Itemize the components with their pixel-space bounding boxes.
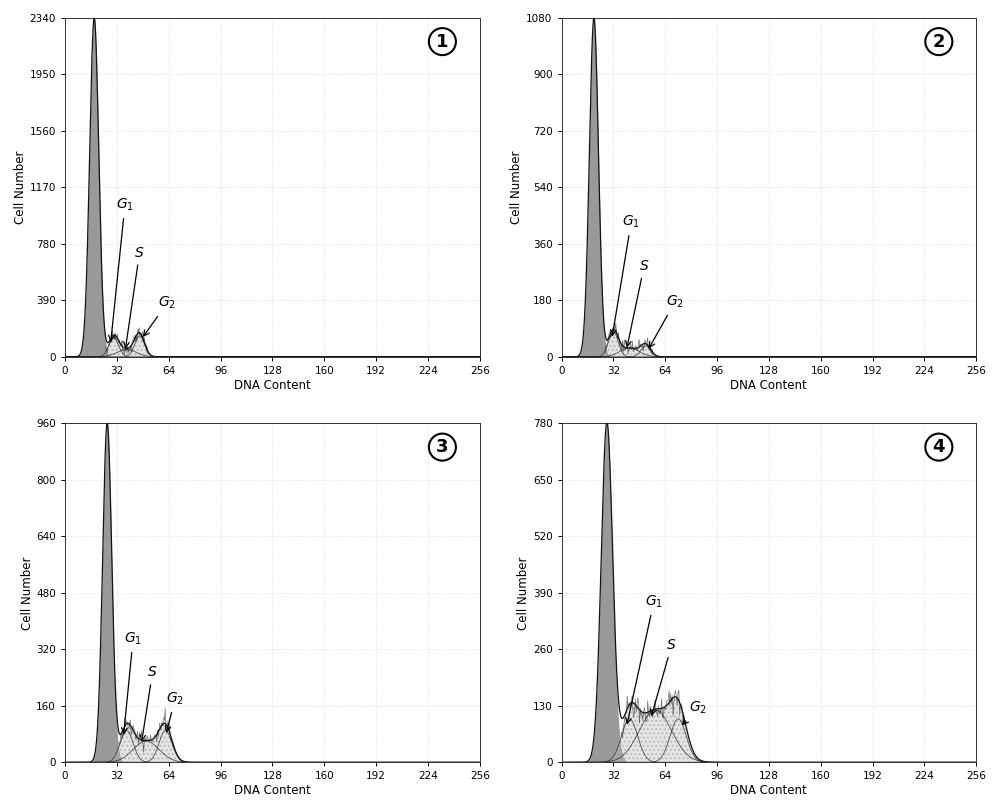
Text: $G_2$: $G_2$ xyxy=(144,295,176,336)
Text: 4: 4 xyxy=(933,438,945,456)
Text: $G_2$: $G_2$ xyxy=(683,700,707,724)
Text: $G_2$: $G_2$ xyxy=(649,294,684,348)
Y-axis label: Cell Number: Cell Number xyxy=(517,556,530,629)
Text: $G_2$: $G_2$ xyxy=(165,690,184,732)
X-axis label: DNA Content: DNA Content xyxy=(234,379,311,392)
Text: $G_1$: $G_1$ xyxy=(122,630,142,733)
Y-axis label: Cell Number: Cell Number xyxy=(510,151,523,224)
Text: $S$: $S$ xyxy=(626,259,649,346)
Text: $G_1$: $G_1$ xyxy=(626,594,663,723)
Text: 2: 2 xyxy=(933,32,945,50)
X-axis label: DNA Content: DNA Content xyxy=(730,784,807,797)
Text: $S$: $S$ xyxy=(124,246,145,348)
Text: $S$: $S$ xyxy=(140,665,158,740)
X-axis label: DNA Content: DNA Content xyxy=(234,784,311,797)
X-axis label: DNA Content: DNA Content xyxy=(730,379,807,392)
Y-axis label: Cell Number: Cell Number xyxy=(14,151,27,224)
Y-axis label: Cell Number: Cell Number xyxy=(21,556,34,629)
Text: 1: 1 xyxy=(436,32,449,50)
Text: $G_1$: $G_1$ xyxy=(109,196,134,341)
Text: $G_1$: $G_1$ xyxy=(611,213,640,336)
Text: $S$: $S$ xyxy=(651,638,677,714)
Text: 3: 3 xyxy=(436,438,449,456)
